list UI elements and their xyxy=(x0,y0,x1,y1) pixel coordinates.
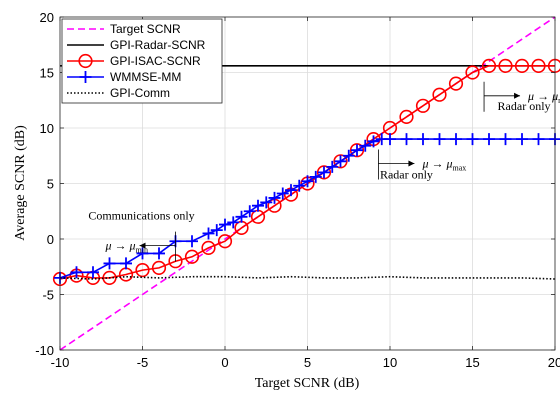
data-point xyxy=(135,262,150,278)
x-tick-label: 5 xyxy=(304,355,311,370)
legend-label: Target SCNR xyxy=(110,22,181,36)
legend-entry: GPI-ISAC-SCNR xyxy=(67,53,201,69)
data-point xyxy=(499,133,512,146)
data-point xyxy=(498,58,513,73)
data-point xyxy=(201,240,216,255)
data-point xyxy=(316,165,332,180)
legend-swatch-marker xyxy=(79,71,92,83)
data-point xyxy=(514,58,530,73)
data-point xyxy=(243,205,256,218)
data-point xyxy=(384,133,396,146)
data-point xyxy=(349,143,365,158)
data-point xyxy=(136,247,149,260)
data-point xyxy=(276,187,289,200)
data-point xyxy=(433,133,446,146)
data-point xyxy=(227,216,240,229)
data-point xyxy=(217,234,233,249)
data-point xyxy=(417,133,429,146)
data-point xyxy=(450,133,462,146)
legend-entry: GPI-Radar-SCNR xyxy=(67,38,206,52)
series-wmmse-mm xyxy=(54,133,560,284)
y-tick-label: 10 xyxy=(40,121,54,136)
data-point xyxy=(326,160,339,173)
data-point xyxy=(120,257,132,270)
legend-label: GPI-Comm xyxy=(110,86,170,100)
data-point xyxy=(318,166,330,179)
x-tick-label: 20 xyxy=(548,355,560,370)
data-point xyxy=(235,210,248,223)
data-point xyxy=(342,149,355,162)
data-point xyxy=(351,144,363,157)
data-point xyxy=(367,135,380,148)
data-point xyxy=(516,133,528,146)
legend: Target SCNR GPI-Radar-SCNR GPI-ISAC-SCNR WM… xyxy=(61,18,223,104)
y-tick-label: 0 xyxy=(47,232,54,247)
annotation-text: Communications only xyxy=(88,209,194,223)
annotation-arrowhead xyxy=(408,160,415,167)
data-point xyxy=(466,133,479,146)
y-tick-label: 20 xyxy=(40,10,54,25)
data-point xyxy=(202,227,215,240)
data-point xyxy=(333,154,348,169)
legend-label: GPI-Radar-SCNR xyxy=(110,38,206,52)
legend-swatch-marker xyxy=(78,53,93,69)
data-point xyxy=(531,58,546,73)
data-point xyxy=(184,249,200,264)
legend-label: GPI-ISAC-SCNR xyxy=(110,54,201,68)
y-tick-label: -5 xyxy=(42,288,54,303)
data-point xyxy=(334,155,347,168)
x-axis-title: Target SCNR (dB) xyxy=(255,376,360,391)
data-point xyxy=(483,133,495,146)
data-point xyxy=(70,266,83,279)
legend-entry: Target SCNR xyxy=(67,22,181,36)
axis-ticks: -10 -5 0 5 10 15 20 -10 -5 0 5 10 15 20 xyxy=(35,10,560,370)
data-point xyxy=(103,257,116,270)
data-point xyxy=(151,260,167,275)
data-point xyxy=(481,58,497,73)
y-axis-title: Average SCNR (dB) xyxy=(13,125,28,241)
data-point xyxy=(400,133,413,146)
data-point xyxy=(219,218,231,231)
data-point xyxy=(432,87,447,102)
x-tick-label: -10 xyxy=(51,355,70,370)
data-point xyxy=(186,235,198,248)
y-tick-label: 5 xyxy=(47,177,54,192)
x-tick-label: -5 xyxy=(137,355,149,370)
data-point xyxy=(309,170,322,183)
data-point xyxy=(252,199,264,212)
x-tick-label: 10 xyxy=(383,355,397,370)
annotation-arrowhead xyxy=(139,242,146,249)
annotation-text: Radar only xyxy=(380,168,433,182)
annotation-arrowhead xyxy=(514,92,521,99)
legend-label: WMMSE-MM xyxy=(110,70,181,84)
data-point xyxy=(448,76,464,91)
data-point xyxy=(260,196,273,209)
y-tick-label: 15 xyxy=(40,66,54,81)
data-point xyxy=(87,266,99,279)
data-point xyxy=(153,247,165,260)
data-point xyxy=(210,224,223,237)
data-point xyxy=(359,139,372,152)
data-point xyxy=(465,65,480,80)
y-tick-label: -10 xyxy=(35,343,54,358)
annotation-text: Radar only xyxy=(498,99,551,113)
data-point xyxy=(399,109,414,124)
data-point xyxy=(415,98,431,113)
x-tick-label: 0 xyxy=(221,355,228,370)
annotation-math-label: μ → μmax xyxy=(527,89,560,105)
legend-entry: GPI-Comm xyxy=(67,86,170,100)
data-point xyxy=(301,175,314,188)
data-point xyxy=(293,179,306,192)
legend-entry: WMMSE-MM xyxy=(67,70,181,84)
data-point xyxy=(532,133,545,146)
x-tick-label: 15 xyxy=(465,355,479,370)
data-point xyxy=(285,184,297,197)
data-point xyxy=(268,191,281,204)
